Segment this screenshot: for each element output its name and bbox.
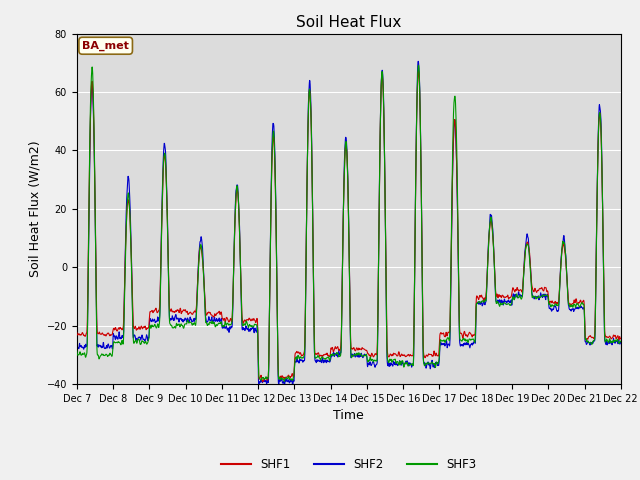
SHF2 bbox=[225, 326, 232, 332]
SHF1 bbox=[365, 351, 372, 357]
SHF1 bbox=[376, 115, 384, 121]
Text: BA_met: BA_met bbox=[82, 41, 129, 51]
SHF2 bbox=[414, 59, 422, 64]
SHF3 bbox=[617, 339, 625, 345]
Line: SHF2: SHF2 bbox=[77, 61, 621, 386]
SHF2 bbox=[376, 115, 384, 121]
SHF3 bbox=[73, 348, 81, 354]
SHF3 bbox=[415, 62, 422, 68]
Line: SHF3: SHF3 bbox=[77, 65, 621, 382]
SHF3 bbox=[225, 322, 232, 327]
SHF1 bbox=[73, 330, 81, 336]
SHF2 bbox=[570, 306, 577, 312]
SHF1 bbox=[617, 336, 625, 342]
SHF3 bbox=[365, 358, 372, 363]
SHF2 bbox=[584, 339, 592, 345]
SHF2 bbox=[617, 339, 625, 345]
SHF1 bbox=[570, 300, 577, 306]
SHF1 bbox=[584, 335, 592, 341]
SHF1 bbox=[415, 68, 422, 74]
SHF1 bbox=[259, 379, 267, 385]
SHF1 bbox=[508, 294, 515, 300]
Line: SHF1: SHF1 bbox=[77, 71, 621, 382]
SHF2 bbox=[365, 360, 372, 366]
SHF2 bbox=[289, 384, 296, 389]
SHF3 bbox=[280, 379, 288, 384]
SHF1 bbox=[225, 319, 232, 324]
SHF3 bbox=[584, 339, 592, 345]
SHF2 bbox=[508, 297, 515, 303]
Title: Soil Heat Flux: Soil Heat Flux bbox=[296, 15, 401, 30]
SHF3 bbox=[570, 303, 577, 309]
Y-axis label: Soil Heat Flux (W/m2): Soil Heat Flux (W/m2) bbox=[28, 141, 41, 277]
SHF3 bbox=[376, 116, 384, 121]
X-axis label: Time: Time bbox=[333, 409, 364, 422]
SHF3 bbox=[508, 301, 515, 307]
SHF2 bbox=[73, 344, 81, 350]
Legend: SHF1, SHF2, SHF3: SHF1, SHF2, SHF3 bbox=[217, 454, 481, 476]
